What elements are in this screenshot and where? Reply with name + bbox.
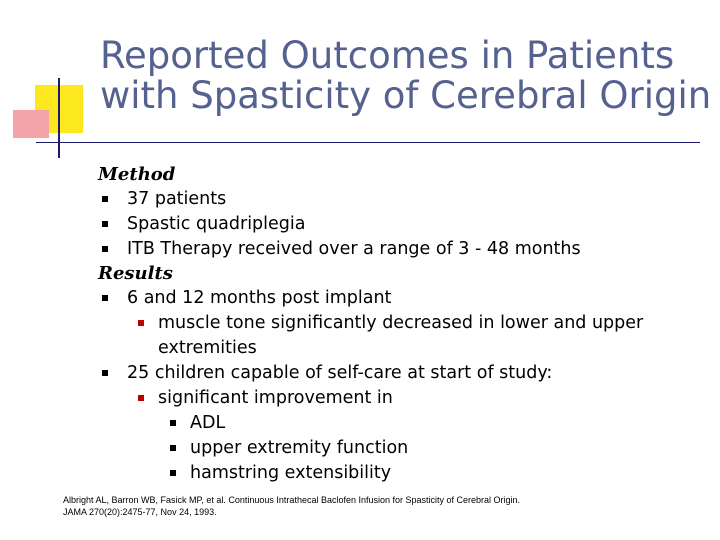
- list-item-text: Spastic quadriplegia: [127, 214, 306, 234]
- list-item: Spastic quadriplegia: [102, 212, 702, 237]
- sub-sub-list-item-text: ADL: [190, 413, 226, 433]
- horizontal-rule: [36, 142, 700, 143]
- pink-square-decoration: [13, 110, 49, 138]
- method-heading: Method: [98, 164, 176, 185]
- citation-line-1: Albright AL, Barron WB, Fasick MP, et al…: [63, 495, 521, 505]
- square-bullet-icon: [170, 420, 176, 426]
- square-bullet-icon: [102, 221, 108, 227]
- sub-list-item-text: muscle tone significantly decreased in l…: [158, 313, 644, 358]
- sub-list-item: muscle tone significantly decreased in l…: [102, 311, 648, 361]
- list-item-text: 25 children capable of self-care at star…: [127, 363, 553, 383]
- sub-sub-list-item-text: upper extremity function: [190, 438, 409, 458]
- title-line-2: with Spasticity of Cerebral Origin: [100, 74, 712, 117]
- list-item-text: 6 and 12 months post implant: [127, 288, 392, 308]
- slide-body: Method 37 patients Spastic quadriplegia …: [98, 163, 702, 486]
- list-item: 25 children capable of self-care at star…: [102, 361, 702, 386]
- sub-list-item-text: significant improvement in: [158, 388, 393, 408]
- sub-sub-list-item: hamstring extensibility: [102, 461, 702, 486]
- sub-list-item: significant improvement in: [102, 386, 702, 411]
- list-item-text: 37 patients: [127, 189, 227, 209]
- square-bullet-icon: [102, 370, 108, 376]
- list-item: ITB Therapy received over a range of 3 -…: [102, 237, 702, 262]
- square-bullet-icon: [138, 395, 144, 401]
- square-bullet-icon: [102, 246, 108, 252]
- results-heading: Results: [98, 263, 173, 284]
- square-bullet-icon: [170, 445, 176, 451]
- title-line-1: Reported Outcomes in Patients: [100, 34, 675, 77]
- citation-line-2: JAMA 270(20):2475-77, Nov 24, 1993.: [63, 507, 217, 517]
- list-item: 6 and 12 months post implant: [102, 286, 702, 311]
- sub-sub-list-item: upper extremity function: [102, 436, 702, 461]
- list-item-text: ITB Therapy received over a range of 3 -…: [127, 239, 581, 259]
- square-bullet-icon: [138, 320, 144, 326]
- square-bullet-icon: [170, 470, 176, 476]
- slide-title: Reported Outcomes in Patients with Spast…: [100, 34, 712, 117]
- sub-sub-list-item: ADL: [102, 411, 702, 436]
- vertical-line-decoration: [58, 78, 60, 158]
- list-item: 37 patients: [102, 187, 702, 212]
- square-bullet-icon: [102, 196, 108, 202]
- square-bullet-icon: [102, 295, 108, 301]
- citation: Albright AL, Barron WB, Fasick MP, et al…: [63, 494, 703, 518]
- sub-sub-list-item-text: hamstring extensibility: [190, 463, 392, 483]
